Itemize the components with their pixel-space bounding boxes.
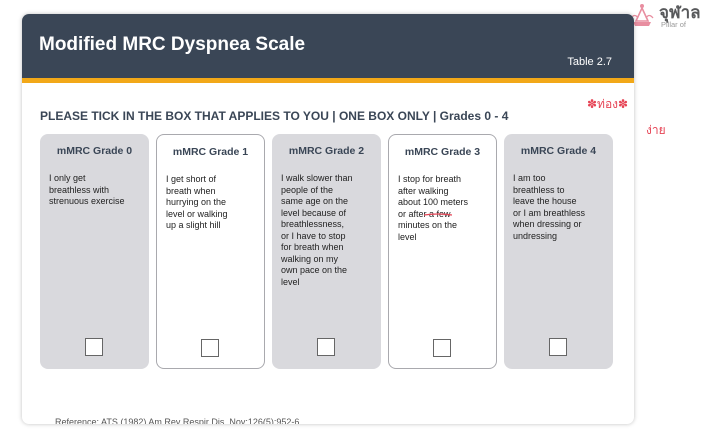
grade-4-column: mMRC Grade 4 I am too breathless to leave … bbox=[504, 134, 613, 369]
grade-4-title: mMRC Grade 4 bbox=[520, 145, 597, 157]
grade-1-description: I get short of breath when hurrying on the… bbox=[166, 174, 228, 230]
grade-1-column: mMRC Grade 1 I get short of breath when hu… bbox=[156, 134, 265, 369]
accent-bar bbox=[22, 78, 634, 83]
table-number: Table 2.7 bbox=[567, 56, 612, 68]
handwritten-underline bbox=[424, 213, 452, 216]
grade-2-title: mMRC Grade 2 bbox=[288, 145, 365, 157]
dyspnea-scale-card: Modified MRC Dyspnea Scale Table 2.7 PLE… bbox=[22, 14, 634, 424]
grade-3-description: I stop for breath after walking about 100 … bbox=[398, 174, 469, 242]
grade-2-description: I walk slower than people of the same age … bbox=[281, 173, 353, 287]
grade-0-column: mMRC Grade 0 I only get breathless with st… bbox=[40, 134, 149, 369]
logo: จุฬาล Pillar of bbox=[621, 0, 701, 34]
grade-3-column: mMRC Grade 3 I stop for breath after walk… bbox=[388, 134, 497, 369]
grade-3-title: mMRC Grade 3 bbox=[404, 146, 481, 158]
handwritten-note-1: ✽ท่อง✽ bbox=[587, 97, 629, 111]
handwritten-note-2: ง่าย bbox=[646, 123, 666, 137]
logo-subtitle: Pillar of bbox=[661, 20, 687, 29]
grade-0-title: mMRC Grade 0 bbox=[56, 145, 133, 157]
grade-1-checkbox[interactable] bbox=[200, 339, 219, 357]
grade-2-checkbox[interactable] bbox=[316, 338, 335, 356]
grade-1-title: mMRC Grade 1 bbox=[172, 146, 249, 158]
instruction-text: PLEASE TICK IN THE BOX THAT APPLIES TO Y… bbox=[40, 109, 509, 123]
grade-2-column: mMRC Grade 2 I walk slower than people of… bbox=[272, 134, 381, 369]
card-header: Modified MRC Dyspnea Scale Table 2.7 bbox=[22, 14, 634, 78]
reference-text: Reference: ATS (1982) Am Rev Respir Dis.… bbox=[55, 417, 302, 424]
grade-4-checkbox[interactable] bbox=[548, 338, 567, 356]
page-title: Modified MRC Dyspnea Scale bbox=[39, 34, 306, 55]
grade-0-checkbox[interactable] bbox=[84, 338, 103, 356]
grade-4-description: I am too breathless to leave the house or I… bbox=[513, 173, 586, 241]
grade-0-description: I only get breathless with strenuous exerc… bbox=[49, 173, 125, 206]
grade-3-checkbox[interactable] bbox=[432, 339, 451, 357]
logo-thai-text: จุฬาล bbox=[659, 3, 701, 23]
